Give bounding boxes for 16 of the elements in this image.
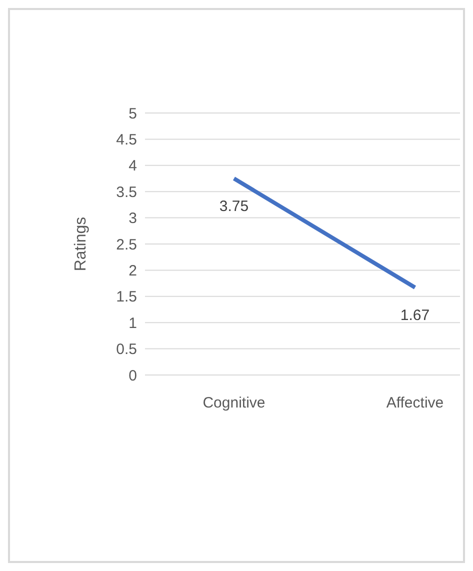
y-tick-label: 0 <box>128 367 137 384</box>
y-tick-label: 1.5 <box>116 288 137 306</box>
y-axis-title: Ratings <box>72 216 90 272</box>
y-tick-label: 1 <box>128 314 137 332</box>
y-tick-label: 4.5 <box>116 132 137 149</box>
y-tick-label: 5 <box>128 105 137 122</box>
y-tick-label: 3.5 <box>116 184 137 201</box>
x-tick-label: Affective <box>386 394 444 412</box>
data-label: 3.75 <box>219 198 249 216</box>
data-label: 1.67 <box>400 307 430 324</box>
y-tick-label: 2 <box>128 262 137 280</box>
y-tick-label: 4 <box>128 158 137 175</box>
y-tick-label: 2.5 <box>116 236 137 254</box>
y-tick-label: 0.5 <box>116 341 137 358</box>
x-tick-label: Cognitive <box>202 394 266 412</box>
y-tick-label: 3 <box>128 210 137 228</box>
